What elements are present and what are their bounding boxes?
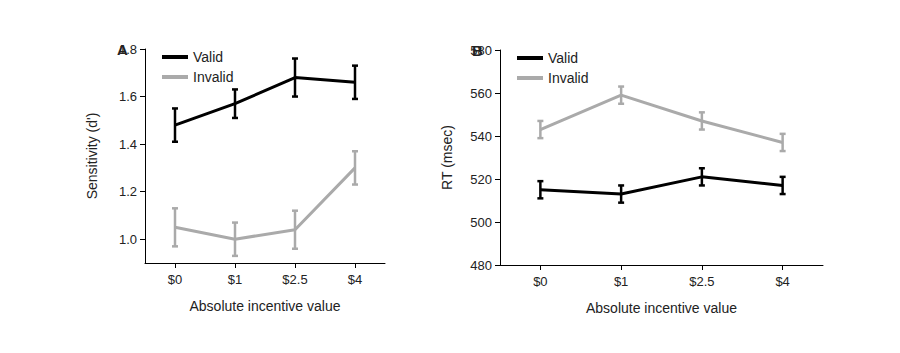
svg-text:Invalid: Invalid: [193, 69, 233, 85]
svg-text:A: A: [117, 41, 128, 58]
svg-text:560: 560: [470, 86, 492, 101]
svg-text:$2.5: $2.5: [689, 274, 714, 289]
svg-text:$4: $4: [348, 272, 362, 287]
svg-text:B: B: [472, 42, 483, 59]
svg-text:500: 500: [470, 215, 492, 230]
svg-text:$4: $4: [775, 274, 789, 289]
svg-text:1.0: 1.0: [119, 232, 137, 247]
svg-text:$2.5: $2.5: [282, 272, 307, 287]
svg-text:Absolute incentive value: Absolute incentive value: [190, 298, 341, 314]
svg-text:1.8: 1.8: [118, 41, 137, 57]
svg-text:$1: $1: [614, 274, 628, 289]
svg-text:520: 520: [470, 172, 492, 187]
svg-text:Absolute incentive value: Absolute incentive value: [586, 300, 737, 316]
svg-text:Invalid: Invalid: [548, 70, 588, 86]
svg-text:$0: $0: [168, 272, 182, 287]
svg-text:$0: $0: [533, 274, 547, 289]
svg-text:RT (msec): RT (msec): [439, 125, 455, 190]
svg-text:Valid: Valid: [193, 49, 223, 65]
svg-text:540: 540: [470, 129, 492, 144]
svg-text:1.2: 1.2: [119, 184, 137, 199]
svg-text:Valid: Valid: [548, 50, 578, 66]
svg-text:$1: $1: [228, 272, 242, 287]
svg-text:480: 480: [470, 258, 492, 273]
svg-text:1.6: 1.6: [119, 89, 137, 104]
svg-text:Sensitivity (d'): Sensitivity (d'): [84, 113, 100, 200]
svg-text:1.4: 1.4: [119, 137, 137, 152]
